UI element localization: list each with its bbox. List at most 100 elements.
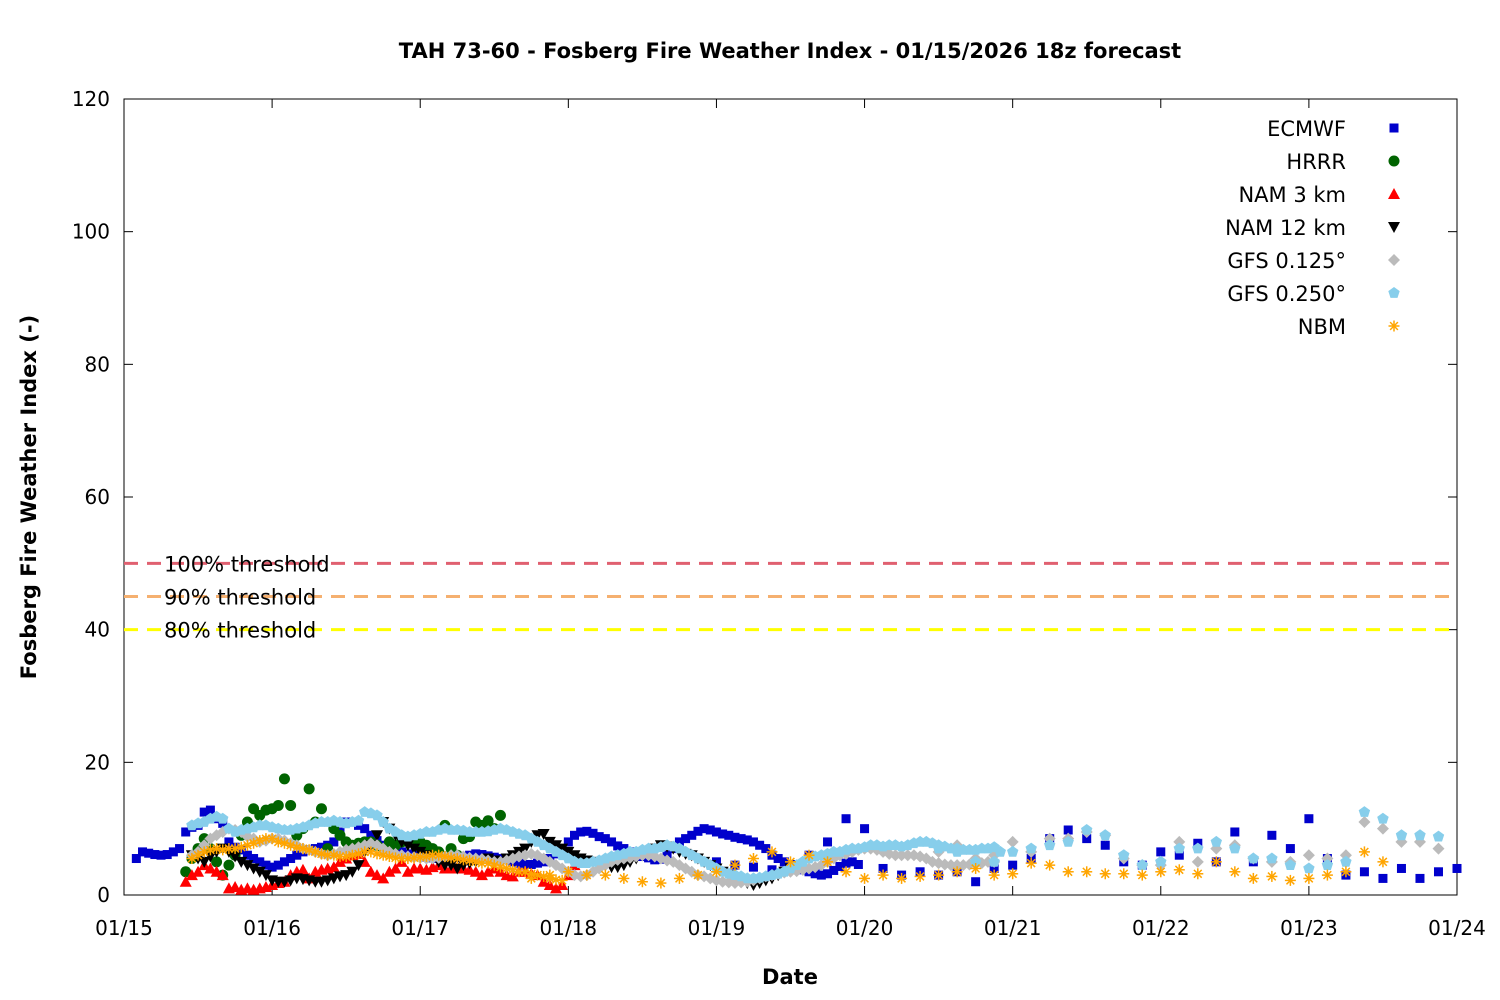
- ecmwf-point: [144, 848, 154, 858]
- nbm-point-stroke: [1322, 870, 1332, 880]
- nbm-point-stroke: [409, 853, 419, 863]
- nbm-point: [1173, 864, 1185, 876]
- nam-3-km-point: [210, 865, 223, 877]
- gfs-0-250-point: [1432, 830, 1445, 842]
- nbm-point-stroke: [1378, 857, 1388, 867]
- ecmwf-point: [563, 837, 573, 847]
- ecmwf-point: [138, 847, 148, 857]
- nam-3-km-point: [506, 870, 519, 882]
- nbm-point: [951, 866, 963, 878]
- ecmwf-point: [853, 859, 863, 869]
- nbm-point-stroke: [674, 873, 684, 883]
- legend-label-hrrr: HRRR: [1286, 150, 1346, 174]
- nbm-point-stroke: [897, 873, 907, 883]
- nam-12-km-point: [537, 828, 550, 840]
- nbm-point: [692, 869, 704, 881]
- gfs-0-250-point: [1377, 812, 1389, 824]
- nbm-point-stroke: [693, 870, 703, 880]
- ecmwf-point: [971, 877, 981, 887]
- nbm-point: [599, 869, 611, 881]
- ecmwf-point: [1156, 847, 1166, 857]
- nbm-point-stroke: [878, 870, 888, 880]
- gfs-0-125-point: [1006, 835, 1019, 848]
- nbm-point-stroke: [230, 844, 240, 853]
- nbm-point: [655, 877, 667, 889]
- nbm-point: [1340, 866, 1352, 878]
- nbm-point: [470, 856, 482, 868]
- ecmwf-point: [1304, 814, 1314, 824]
- nbm-point: [581, 869, 593, 881]
- ecmwf-point: [1359, 867, 1369, 877]
- hrrr-point: [272, 799, 284, 811]
- nbm-point-stroke: [205, 845, 215, 855]
- nbm-point: [1155, 866, 1167, 878]
- nbm-point: [204, 844, 216, 856]
- ecmwf-point: [520, 859, 530, 869]
- y-tick-label: 0: [97, 883, 110, 907]
- nam-3-km-point: [327, 861, 340, 873]
- nbm-point-stroke: [1230, 867, 1240, 877]
- series-nbm: [525, 846, 1389, 889]
- gfs-0-250-point: [1081, 824, 1093, 835]
- gfs-0-250-point: [377, 816, 389, 827]
- nam-12-km-point: [543, 836, 556, 848]
- nbm-point-stroke: [1082, 867, 1092, 877]
- nbm-point: [618, 872, 630, 884]
- x-tick-label: 01/23: [1280, 916, 1338, 940]
- gfs-0-250-point: [1210, 835, 1222, 847]
- gfs-0-250-point: [1192, 842, 1204, 854]
- nam-3-km-point: [482, 865, 495, 877]
- nam-12-km-point: [617, 860, 630, 872]
- nam-12-km-point: [247, 863, 260, 875]
- ecmwf-point: [181, 827, 191, 837]
- nbm-point-stroke: [619, 873, 629, 883]
- ecmwf-point: [594, 832, 604, 842]
- nam-12-km-point: [371, 830, 384, 842]
- ecmwf-point: [249, 854, 259, 864]
- nbm-point-stroke: [1211, 857, 1221, 867]
- nam-3-km-point: [543, 879, 556, 891]
- legend-marker-gfs-0-125: [1388, 254, 1400, 266]
- ecmwf-point: [366, 830, 376, 840]
- 90-threshold-label: 90% threshold: [164, 586, 316, 610]
- nbm-point: [710, 866, 722, 878]
- gfs-0-250-point: [1321, 859, 1334, 870]
- nbm-point-stroke: [637, 877, 647, 887]
- gfs-0-250-point: [1395, 829, 1408, 841]
- gfs-0-125-point: [1302, 849, 1315, 862]
- nam-3-km-point: [371, 869, 384, 881]
- ecmwf-point: [273, 860, 283, 870]
- ecmwf-point: [829, 865, 839, 875]
- nbm-point: [1025, 857, 1037, 869]
- nam-12-km-point: [352, 860, 365, 872]
- gfs-0-250-point: [951, 845, 963, 857]
- legend-marker-hrrr: [1388, 155, 1400, 167]
- nbm-point: [1210, 856, 1222, 868]
- ecmwf-point: [1285, 844, 1295, 854]
- nbm-point: [1136, 869, 1148, 881]
- nbm-point: [1377, 856, 1389, 868]
- nbm-point: [1044, 859, 1056, 871]
- ecmwf-point: [761, 844, 771, 854]
- nbm-point-stroke: [310, 847, 320, 857]
- gfs-0-250-point: [1025, 842, 1037, 854]
- nam-12-km-point: [408, 843, 421, 855]
- y-axis-title: Fosberg Fire Weather Index (-): [17, 315, 41, 679]
- nbm-point: [1247, 872, 1259, 884]
- nbm-point-stroke: [1267, 872, 1277, 881]
- x-axis: 01/15 01/16 01/17 01/18 01/19 01/20 01/21 01/22…: [95, 99, 1486, 940]
- gfs-0-250-point: [1229, 842, 1241, 854]
- nbm-point-stroke: [280, 838, 289, 848]
- nbm-point: [914, 870, 926, 882]
- nbm-point: [544, 869, 556, 881]
- ecmwf-point: [131, 854, 141, 864]
- gfs-0-125-point: [1432, 842, 1445, 855]
- legend-label-gfs-0-125: GFS 0.125°: [1227, 249, 1346, 273]
- nbm-point-stroke: [952, 867, 962, 877]
- ecmwf-point: [693, 826, 703, 836]
- nbm-point: [1007, 868, 1019, 880]
- gfs-0-125-point: [1191, 855, 1204, 868]
- ecmwf-point: [224, 837, 234, 847]
- ecmwf-point: [711, 857, 721, 867]
- gfs-0-250-point: [988, 855, 1000, 867]
